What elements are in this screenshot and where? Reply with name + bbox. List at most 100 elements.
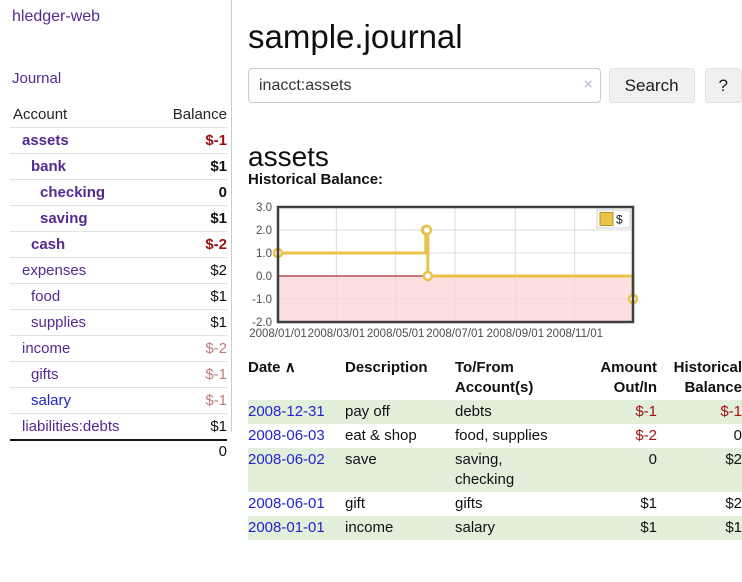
accounts-table: Account Balance assets $-1 bank $1 check… (10, 102, 227, 463)
accounts-total-value: 0 (218, 443, 227, 460)
balance-column-header[interactable]: Historical Balance (673, 359, 742, 396)
transaction-amount: $-1 (635, 403, 657, 420)
account-link[interactable]: liabilities:debts (22, 418, 120, 435)
transaction-description: income (345, 519, 394, 536)
transaction-balance: $2 (725, 495, 742, 512)
search-input[interactable] (248, 68, 601, 103)
transaction-row[interactable]: 2008-12-31 pay off debts $-1 $-1 (248, 400, 742, 424)
app-brand-link[interactable]: hledger-web (12, 8, 101, 25)
transaction-description: save (345, 451, 377, 468)
chart-label: Historical Balance: (248, 171, 384, 188)
transaction-description: eat & shop (345, 427, 417, 444)
transaction-balance: $-1 (720, 403, 742, 420)
account-link[interactable]: saving (40, 210, 88, 227)
account-row: expenses $2 (10, 257, 227, 283)
help-button[interactable]: ? (704, 68, 742, 103)
svg-text:2008/11/01: 2008/11/01 (546, 328, 603, 340)
account-balance: $-2 (205, 236, 227, 253)
date-link[interactable]: 2008-06-03 (248, 427, 325, 444)
search-box: × (248, 68, 601, 103)
transaction-amount: $1 (640, 495, 657, 512)
transaction-balance: $1 (725, 519, 742, 536)
account-balance: $-1 (205, 366, 227, 383)
transaction-amount: 0 (648, 451, 657, 468)
svg-text:2008/03/01: 2008/03/01 (308, 328, 366, 340)
account-row: bank $1 (10, 153, 227, 179)
account-link[interactable]: checking (40, 184, 106, 201)
account-row: cash $-2 (10, 231, 227, 257)
account-balance: $-1 (205, 392, 227, 409)
account-balance: $1 (210, 418, 227, 435)
account-link[interactable]: food (31, 288, 61, 305)
account-link[interactable]: cash (31, 236, 66, 253)
account-row: gifts $-1 (10, 361, 227, 387)
account-balance: $2 (210, 262, 227, 279)
account-row: food $1 (10, 283, 227, 309)
account-link[interactable]: salary (31, 392, 72, 409)
account-row: supplies $1 (10, 309, 227, 335)
account-balance: 0 (218, 184, 227, 201)
transaction-description: pay off (345, 403, 390, 420)
account-row: assets $-1 (10, 127, 227, 153)
svg-text:0.0: 0.0 (256, 271, 272, 283)
transaction-balance: 0 (733, 427, 742, 444)
page-title: sample.journal (248, 18, 463, 56)
transaction-row[interactable]: 2008-01-01 income salary $1 $1 (248, 516, 742, 540)
amount-column-header[interactable]: Amount Out/In (600, 359, 657, 396)
account-row: liabilities:debts $1 (10, 413, 227, 439)
date-link[interactable]: 2008-06-02 (248, 451, 325, 468)
svg-text:$: $ (616, 213, 623, 227)
svg-text:2.0: 2.0 (256, 225, 272, 237)
date-column-header[interactable]: Date ∧ (248, 359, 296, 376)
accounts-table-header: Account Balance (10, 102, 227, 127)
transaction-amount: $-2 (635, 427, 657, 444)
date-link[interactable]: 2008-12-31 (248, 403, 325, 420)
account-balance: $1 (210, 210, 227, 227)
account-link[interactable]: supplies (31, 314, 87, 331)
svg-text:-1.0: -1.0 (252, 294, 272, 306)
date-link[interactable]: 2008-01-01 (248, 519, 325, 536)
account-link[interactable]: income (22, 340, 71, 357)
svg-text:1.0: 1.0 (256, 248, 272, 260)
account-row: income $-2 (10, 335, 227, 361)
transaction-accounts: debts (455, 403, 492, 420)
transaction-balance: $2 (725, 451, 742, 468)
transaction-accounts: salary (455, 519, 496, 536)
account-row: salary $-1 (10, 387, 227, 413)
account-balance: $-1 (205, 132, 227, 149)
sidebar: hledger-web Journal Account Balance asse… (0, 0, 232, 460)
svg-text:2008/07/01: 2008/07/01 (426, 328, 484, 340)
tofrom-column-header[interactable]: To/From Account(s) (455, 359, 534, 396)
svg-text:3.0: 3.0 (256, 202, 272, 214)
date-link[interactable]: 2008-06-01 (248, 495, 325, 512)
account-row: checking 0 (10, 179, 227, 205)
transaction-description: gift (345, 495, 366, 512)
clear-search-icon[interactable]: × (583, 76, 593, 93)
sort-asc-icon: ∧ (284, 359, 296, 376)
accounts-total-row: 0 (10, 439, 227, 463)
account-balance: $1 (210, 288, 227, 305)
account-balance: $1 (210, 158, 227, 175)
svg-text:2008/09/01: 2008/09/01 (487, 328, 545, 340)
search-button[interactable]: Search (608, 68, 695, 103)
description-column-header[interactable]: Description (345, 359, 428, 376)
transaction-accounts: saving, checking (455, 451, 515, 488)
transaction-amount: $1 (640, 519, 657, 536)
sidebar-item-journal[interactable]: Journal (12, 70, 62, 87)
account-balance: $1 (210, 314, 227, 331)
account-link[interactable]: expenses (22, 262, 87, 279)
search-bar: × Search ? (248, 68, 742, 103)
transaction-row[interactable]: 2008-06-03 eat & shop food, supplies $-2… (248, 424, 742, 448)
transaction-row[interactable]: 2008-06-01 gift gifts $1 $2 (248, 492, 742, 516)
transaction-accounts: food, supplies (455, 427, 548, 444)
account-row: saving $1 (10, 205, 227, 231)
account-link[interactable]: bank (31, 158, 67, 175)
account-link[interactable]: assets (22, 132, 69, 149)
svg-text:-2.0: -2.0 (252, 317, 272, 329)
svg-text:2008/01/01: 2008/01/01 (249, 328, 307, 340)
account-link[interactable]: gifts (31, 366, 59, 383)
transactions-table: Date ∧ Description To/From Account(s) Am… (248, 356, 742, 540)
transaction-row[interactable]: 2008-06-02 save saving, checking 0 $2 (248, 448, 742, 492)
account-balance: $-2 (205, 340, 227, 357)
